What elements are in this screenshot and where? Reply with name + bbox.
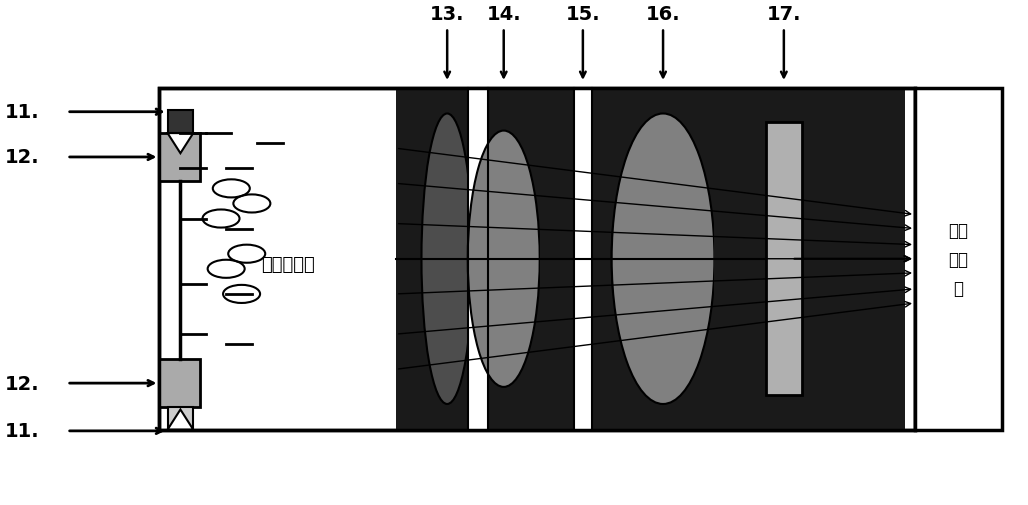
Bar xyxy=(540,89,632,430)
Bar xyxy=(159,89,915,430)
Bar xyxy=(468,89,488,430)
Bar xyxy=(766,123,802,395)
Bar xyxy=(766,123,802,395)
Bar xyxy=(714,89,812,430)
Text: 光电
探测
器: 光电 探测 器 xyxy=(949,221,968,297)
Text: 13.: 13. xyxy=(430,5,465,23)
Bar xyxy=(574,89,592,430)
Bar xyxy=(159,360,200,407)
Bar xyxy=(915,89,1002,430)
Ellipse shape xyxy=(612,114,714,404)
Bar xyxy=(396,89,905,430)
Text: 17.: 17. xyxy=(767,5,801,23)
Text: 12.: 12. xyxy=(5,374,40,393)
Ellipse shape xyxy=(612,114,714,404)
Bar xyxy=(168,407,193,430)
Polygon shape xyxy=(168,410,193,430)
Bar xyxy=(159,134,200,181)
Text: 11.: 11. xyxy=(5,103,40,122)
Bar xyxy=(168,111,193,134)
Text: 11.: 11. xyxy=(5,422,40,440)
Bar xyxy=(159,89,915,430)
Ellipse shape xyxy=(421,114,473,404)
Text: 12.: 12. xyxy=(5,148,40,167)
Text: 样品感应室: 样品感应室 xyxy=(261,255,315,273)
Text: 16.: 16. xyxy=(646,5,681,23)
Polygon shape xyxy=(168,134,193,154)
Text: 14.: 14. xyxy=(486,5,521,23)
Text: 15.: 15. xyxy=(565,5,600,23)
Bar xyxy=(612,89,714,430)
Ellipse shape xyxy=(468,131,540,387)
